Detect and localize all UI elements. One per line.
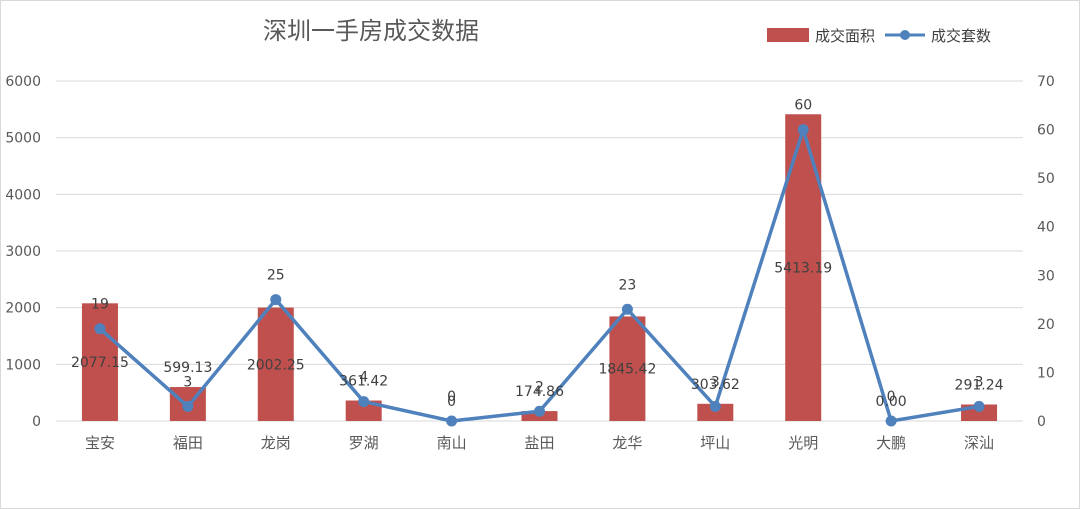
x-tick-label: 坪山 xyxy=(700,434,730,452)
y-left-tick-label: 6000 xyxy=(5,74,41,90)
y-left-tick-label: 4000 xyxy=(5,187,41,203)
legend-marker-count xyxy=(900,30,910,40)
bar-data-label: 303.62 xyxy=(691,377,740,393)
bar-data-label: 599.13 xyxy=(163,360,212,376)
y-right-tick-label: 50 xyxy=(1037,171,1055,187)
y-axis-left: 0 1000 2000 3000 4000 5000 6000 xyxy=(5,74,41,430)
data-labels: 2077.15 599.13 2002.25 361.42 0 174.86 1845.42… xyxy=(71,98,1004,410)
x-tick-label: 大鹏 xyxy=(876,434,906,452)
line-series xyxy=(94,124,985,427)
x-tick-label: 南山 xyxy=(437,434,467,452)
line-data-label: 2 xyxy=(535,379,544,395)
y-right-tick-label: 10 xyxy=(1037,365,1055,381)
legend: 成交面积 成交套数 xyxy=(767,27,991,45)
line-data-label: 23 xyxy=(618,277,636,293)
line-data-label: 3 xyxy=(183,374,192,390)
y-left-tick-label: 2000 xyxy=(5,301,41,317)
x-tick-label: 宝安 xyxy=(85,434,115,452)
line-marker xyxy=(358,396,370,408)
y-right-tick-label: 30 xyxy=(1037,268,1055,284)
bar-data-label: 5413.19 xyxy=(774,261,832,277)
legend-label-count: 成交套数 xyxy=(931,27,991,45)
bar-data-label: 174.86 xyxy=(515,384,564,400)
x-tick-label: 盐田 xyxy=(524,434,554,452)
bar xyxy=(345,400,382,421)
line-marker xyxy=(621,303,633,315)
line-data-label: 3 xyxy=(711,374,720,390)
line-data-label: 3 xyxy=(975,374,984,390)
y-right-tick-label: 40 xyxy=(1037,220,1055,236)
line-marker xyxy=(446,415,458,427)
line-marker xyxy=(270,294,282,306)
y-left-tick-label: 5000 xyxy=(5,131,41,147)
line-marker xyxy=(797,124,809,136)
x-tick-label: 龙岗 xyxy=(261,434,291,452)
line-marker xyxy=(973,400,985,412)
bar-data-label: 0.00 xyxy=(876,394,907,410)
x-tick-label: 深汕 xyxy=(964,434,994,452)
line-data-label: 0 xyxy=(887,389,896,405)
bar-data-label: 361.42 xyxy=(339,374,388,390)
line-marker xyxy=(94,323,106,335)
x-tick-label: 罗湖 xyxy=(349,434,379,452)
y-right-tick-label: 70 xyxy=(1037,74,1055,90)
bar-data-label: 291.24 xyxy=(955,377,1004,393)
x-tick-label: 龙华 xyxy=(612,434,642,452)
y-left-tick-label: 0 xyxy=(32,414,41,430)
line-data-label: 19 xyxy=(91,297,109,313)
bar-data-label: 2002.25 xyxy=(247,357,305,373)
line-data-label: 25 xyxy=(267,268,285,284)
legend-label-area: 成交面积 xyxy=(815,27,875,45)
line-marker xyxy=(709,400,721,412)
gridlines xyxy=(56,80,1023,422)
bar-data-label: 0 xyxy=(447,394,456,410)
line-marker xyxy=(885,415,897,427)
line-data-label: 60 xyxy=(794,98,812,114)
bar xyxy=(609,316,646,421)
x-tick-label: 福田 xyxy=(173,434,203,452)
bar-data-label: 1845.42 xyxy=(598,362,656,378)
line-path xyxy=(98,127,980,423)
y-right-tick-label: 60 xyxy=(1037,123,1055,139)
line-data-label: 4 xyxy=(359,370,368,386)
line-marker xyxy=(182,400,194,412)
bar-series xyxy=(81,114,998,421)
legend-swatch-area xyxy=(767,28,809,42)
bar xyxy=(697,403,734,421)
chart-title: 深圳一手房成交数据 xyxy=(263,17,479,45)
x-tick-label: 光明 xyxy=(788,434,818,452)
x-axis: 宝安 福田 龙岗 罗湖 南山 盐田 龙华 坪山 光明 大鹏 深汕 xyxy=(85,434,994,452)
line-data-label: 0 xyxy=(447,389,456,405)
y-left-tick-label: 3000 xyxy=(5,244,41,260)
y-right-tick-label: 20 xyxy=(1037,317,1055,333)
y-left-tick-label: 1000 xyxy=(5,357,41,373)
bar-data-label: 2077.15 xyxy=(71,355,129,371)
bar xyxy=(257,307,294,421)
bar xyxy=(81,303,118,421)
y-right-tick-label: 0 xyxy=(1037,414,1046,430)
y-axis-right: 0 10 20 30 40 50 60 70 xyxy=(1037,74,1055,430)
line-marker xyxy=(534,405,545,417)
